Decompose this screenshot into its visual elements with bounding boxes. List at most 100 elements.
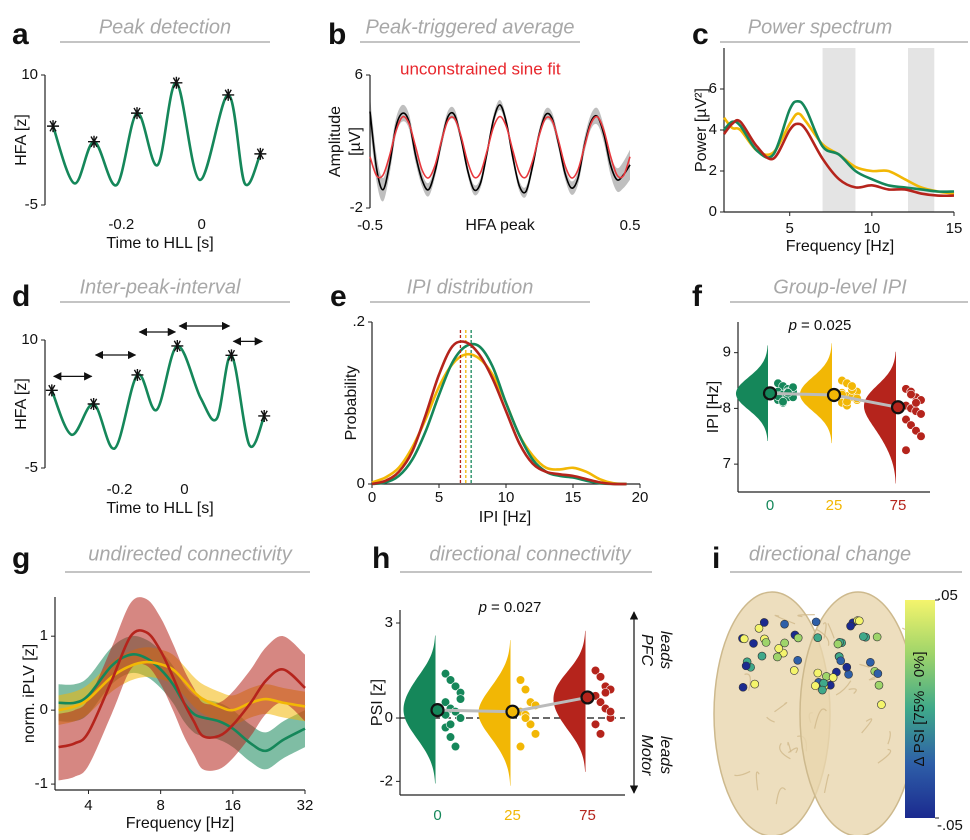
- group-mean: [828, 389, 840, 401]
- side-label: PFC: [638, 634, 655, 666]
- y-axis-label: HFA [z]: [13, 378, 30, 430]
- subject-point: [917, 410, 926, 419]
- y-tick-label: -5: [25, 459, 38, 476]
- panel-letter: b: [328, 18, 346, 51]
- y-tick-label: .2: [352, 313, 365, 330]
- y-tick-label: -1: [35, 775, 48, 792]
- x-tick-label: 4: [84, 797, 92, 814]
- electrode: [837, 657, 845, 665]
- subject-point: [917, 432, 926, 441]
- y-axis-label: [µV]: [347, 127, 364, 156]
- panel-letter: h: [372, 542, 390, 575]
- p-text: = 0.025: [801, 317, 851, 334]
- electrode: [794, 656, 802, 664]
- series-line: [372, 344, 627, 484]
- y-tick-label: 10: [21, 331, 38, 348]
- subject-point: [606, 707, 615, 716]
- subject-point: [516, 676, 525, 685]
- panel-letter: i: [712, 542, 720, 575]
- subject-point: [446, 733, 455, 742]
- side-label: Motor: [638, 735, 655, 777]
- group-mean: [764, 387, 776, 399]
- x-axis-label: Frequency [Hz]: [126, 815, 234, 832]
- x-tick-label: 0.5: [620, 217, 641, 234]
- electrode: [834, 640, 842, 648]
- electrode: [773, 653, 781, 661]
- y-axis-label: Probability: [343, 366, 360, 441]
- panel-title: directional connectivity: [429, 543, 631, 565]
- y-tick-label: 3: [385, 614, 393, 631]
- x-tick-label: 16: [224, 797, 241, 814]
- annotation: unconstrained sine fit: [400, 59, 561, 78]
- y-axis-label: Power [µV²]: [693, 88, 710, 172]
- x-tick-label: -0.5: [357, 217, 383, 234]
- x-tick-label: 10: [498, 489, 515, 506]
- electrode: [758, 652, 766, 660]
- electrode: [847, 622, 855, 630]
- panel-letter: g: [12, 542, 30, 575]
- x-tick-label: 15: [946, 220, 963, 237]
- electrode: [845, 670, 853, 678]
- subject-point: [596, 673, 605, 682]
- group-mean: [582, 691, 594, 703]
- panel-letter: a: [12, 18, 29, 51]
- y-tick-label: 7: [723, 455, 731, 472]
- x-axis-label: Time to HLL [s]: [106, 500, 213, 517]
- y-tick-label: 6: [355, 66, 363, 83]
- electrode: [811, 682, 819, 690]
- y-axis-label: norm. iPLV [z]: [21, 644, 38, 743]
- panel-title: Power spectrum: [748, 16, 893, 38]
- y-tick-label: 1: [40, 627, 48, 644]
- electrode: [814, 669, 822, 677]
- electrode: [812, 618, 820, 626]
- x-tick-label: 0: [198, 216, 206, 233]
- panel-title: directional change: [749, 543, 911, 565]
- subject-point: [848, 382, 857, 391]
- x-tick-label: -0.2: [108, 216, 134, 233]
- error-band: [370, 97, 630, 202]
- y-axis-label: Amplitude: [327, 106, 344, 177]
- subject-point: [531, 730, 540, 739]
- electrode: [740, 635, 748, 643]
- x-tick-label: 25: [504, 807, 521, 824]
- x-tick-label: 0: [180, 481, 188, 498]
- x-axis-label: Frequency [Hz]: [786, 238, 894, 255]
- electrode: [749, 639, 757, 647]
- x-axis-label: Time to HLL [s]: [106, 235, 213, 252]
- peak-marker: [258, 410, 270, 422]
- y-axis-label: HFA [z]: [13, 114, 30, 166]
- subject-point: [446, 720, 455, 729]
- electrode: [781, 620, 789, 628]
- electrode: [814, 634, 822, 642]
- electrode: [818, 686, 826, 694]
- side-label: leads: [657, 631, 674, 669]
- x-tick-label: 15: [565, 489, 582, 506]
- electrode: [775, 644, 783, 652]
- p-value: p= 0.025: [788, 317, 852, 334]
- electrode: [762, 638, 770, 646]
- x-tick-label: 10: [864, 220, 881, 237]
- y-tick-label: 0: [40, 701, 48, 718]
- panel-letter: e: [330, 280, 347, 313]
- subject-point: [456, 714, 465, 723]
- subject-point: [521, 714, 530, 723]
- electrode: [866, 658, 874, 666]
- y-axis-label: IPI [Hz]: [705, 381, 722, 433]
- panel-letter: d: [12, 280, 30, 313]
- x-tick-label: 75: [579, 807, 596, 824]
- x-tick-label: 5: [435, 489, 443, 506]
- side-label: leads: [657, 736, 674, 774]
- violin: [864, 352, 896, 484]
- panel-title: Group-level IPI: [773, 276, 907, 298]
- electrode: [829, 674, 837, 682]
- electrode: [877, 701, 885, 709]
- subject-point: [912, 399, 921, 408]
- p-symbol: p: [788, 317, 797, 334]
- y-tick-label: 10: [21, 66, 38, 83]
- y-tick-label: -2: [350, 199, 363, 216]
- electrode: [855, 617, 863, 625]
- colorbar-label: Δ PSI [75% - 0%]: [911, 651, 928, 766]
- electrode: [742, 662, 750, 670]
- subject-point: [591, 720, 600, 729]
- x-tick-label: 0: [368, 489, 376, 506]
